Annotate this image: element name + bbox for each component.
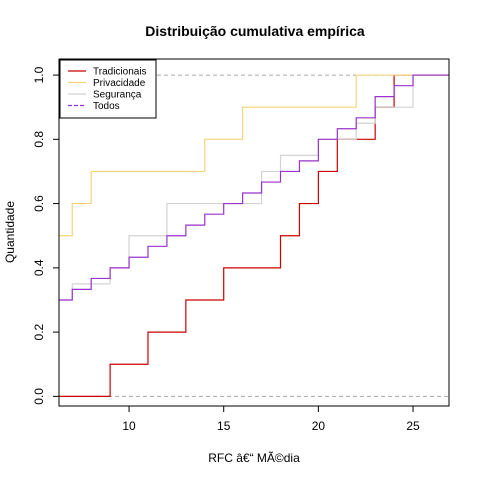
series-layer (59, 74, 449, 397)
plot-frame (58, 58, 450, 407)
x-axis-label: RFC â€“ MÃ©dia (208, 451, 300, 465)
series-line-tradicionais (59, 74, 449, 397)
y-tick-label: 0.4 (32, 259, 46, 276)
legend-box (59, 59, 157, 119)
x-tick-label: 20 (312, 419, 326, 433)
legend-label: Tradicionais (93, 67, 147, 78)
y-tick-label: 0.2 (32, 323, 46, 340)
series-line-privacidade (59, 74, 449, 237)
y-tick-label: 0.8 (32, 131, 46, 148)
legend-label: Todos (93, 101, 120, 112)
legend-label: Privacidade (93, 78, 146, 89)
legend-label: Segurança (93, 90, 142, 101)
y-axis: 0.0 0.2 0.4 0.6 0.8 1.0 (32, 66, 59, 405)
reference-lines (59, 74, 449, 397)
x-tick-label: 10 (122, 419, 136, 433)
x-tick-label: 25 (406, 419, 420, 433)
y-tick-label: 0.6 (32, 195, 46, 212)
y-tick-label: 0.0 (32, 388, 46, 405)
x-tick-label: 15 (217, 419, 231, 433)
series-line-todos (59, 74, 449, 301)
y-tick-label: 1.0 (32, 66, 46, 83)
chart-title: Distribuição cumulativa empírica (145, 23, 365, 39)
x-axis: 10 15 20 25 (122, 406, 420, 433)
y-axis-label: Quantidade (3, 201, 17, 263)
